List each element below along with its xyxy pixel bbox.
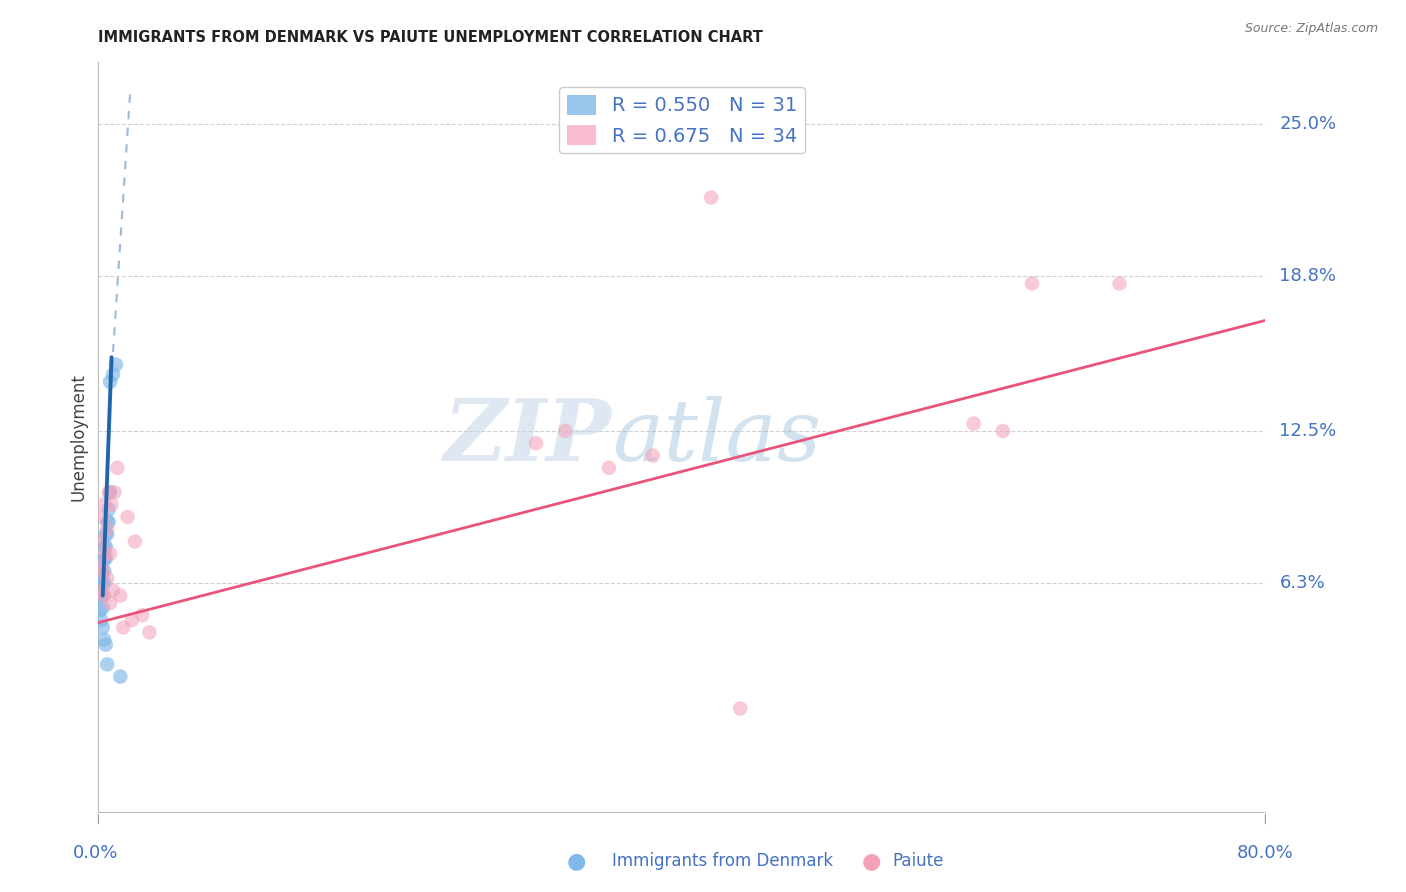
- Point: [1021, 277, 1043, 291]
- Point: [1108, 277, 1130, 291]
- Point: [93, 564, 115, 578]
- Y-axis label: Unemployment: Unemployment: [69, 373, 87, 501]
- Point: [96, 522, 118, 536]
- Text: 25.0%: 25.0%: [1279, 115, 1337, 133]
- Point: [90, 589, 112, 603]
- Point: [101, 368, 124, 382]
- Point: [103, 485, 125, 500]
- Point: [97, 502, 120, 516]
- Text: 12.5%: 12.5%: [1279, 422, 1337, 440]
- Point: [104, 358, 127, 372]
- Point: [91, 600, 114, 615]
- Point: [90, 564, 112, 578]
- Point: [96, 571, 118, 585]
- Point: [100, 498, 122, 512]
- Point: [93, 551, 115, 566]
- Point: [90, 576, 112, 591]
- Point: [138, 625, 160, 640]
- Point: [96, 515, 118, 529]
- Text: Paiute: Paiute: [893, 852, 945, 870]
- Point: [91, 554, 114, 568]
- Point: [96, 657, 118, 672]
- Point: [98, 485, 121, 500]
- Point: [94, 551, 117, 566]
- Text: Immigrants from Denmark: Immigrants from Denmark: [612, 852, 832, 870]
- Point: [91, 564, 114, 578]
- Point: [94, 527, 117, 541]
- Point: [94, 540, 117, 554]
- Point: [94, 638, 117, 652]
- Point: [96, 527, 118, 541]
- Point: [112, 620, 135, 634]
- Point: [94, 547, 117, 561]
- Text: atlas: atlas: [612, 396, 821, 478]
- Point: [641, 449, 664, 463]
- Point: [117, 510, 139, 524]
- Text: 0.0%: 0.0%: [73, 844, 118, 862]
- Text: 6.3%: 6.3%: [1279, 574, 1324, 592]
- Text: 18.8%: 18.8%: [1279, 268, 1336, 285]
- Point: [97, 485, 120, 500]
- Text: Source: ZipAtlas.com: Source: ZipAtlas.com: [1244, 22, 1378, 36]
- Point: [98, 375, 121, 389]
- Point: [90, 534, 112, 549]
- Point: [700, 190, 723, 204]
- Point: [98, 596, 121, 610]
- Point: [97, 515, 120, 529]
- Point: [101, 583, 124, 598]
- Point: [962, 417, 984, 431]
- Point: [730, 701, 752, 715]
- Point: [598, 460, 620, 475]
- Text: 80.0%: 80.0%: [1237, 844, 1294, 862]
- Point: [110, 589, 132, 603]
- Point: [131, 608, 153, 623]
- Point: [105, 460, 128, 475]
- Point: [90, 583, 112, 598]
- Point: [90, 613, 112, 627]
- Text: ●: ●: [567, 851, 586, 871]
- Legend: R = 0.550   N = 31, R = 0.675   N = 34: R = 0.550 N = 31, R = 0.675 N = 34: [560, 87, 804, 153]
- Point: [98, 547, 121, 561]
- Point: [93, 632, 115, 647]
- Text: ●: ●: [862, 851, 882, 871]
- Point: [124, 534, 146, 549]
- Point: [91, 589, 114, 603]
- Point: [991, 424, 1014, 438]
- Point: [93, 589, 115, 603]
- Point: [89, 603, 111, 617]
- Point: [89, 583, 111, 598]
- Point: [93, 540, 115, 554]
- Point: [91, 620, 114, 634]
- Point: [110, 670, 132, 684]
- Point: [524, 436, 547, 450]
- Point: [91, 576, 114, 591]
- Point: [93, 576, 115, 591]
- Point: [93, 498, 115, 512]
- Point: [121, 613, 143, 627]
- Point: [91, 566, 114, 581]
- Text: IMMIGRANTS FROM DENMARK VS PAIUTE UNEMPLOYMENT CORRELATION CHART: IMMIGRANTS FROM DENMARK VS PAIUTE UNEMPL…: [98, 29, 763, 45]
- Point: [89, 559, 111, 574]
- Text: ZIP: ZIP: [444, 395, 612, 479]
- Point: [554, 424, 576, 438]
- Point: [91, 510, 114, 524]
